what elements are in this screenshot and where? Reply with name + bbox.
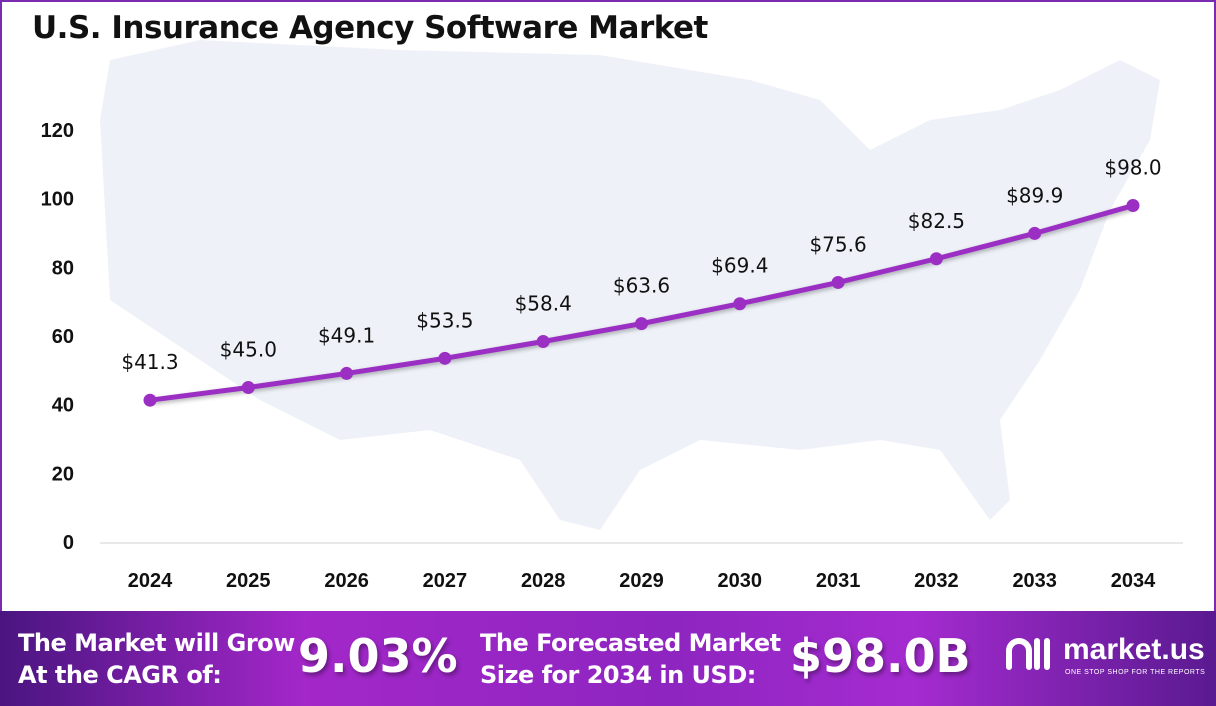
y-tick-label: 20 xyxy=(52,463,74,485)
us-map-background xyxy=(100,40,1160,530)
cagr-label: The Market will Grow At the CAGR of: xyxy=(18,627,295,691)
data-label: $82.5 xyxy=(908,209,965,233)
forecast-label-line2: Size for 2034 in USD: xyxy=(480,661,756,689)
data-point xyxy=(733,297,747,311)
cagr-label-line2: At the CAGR of: xyxy=(18,661,222,689)
y-tick-label: 80 xyxy=(52,257,74,279)
cagr-label-line1: The Market will Grow xyxy=(18,629,295,657)
data-point xyxy=(635,317,648,331)
data-label: $53.5 xyxy=(416,308,473,332)
data-point xyxy=(241,381,255,394)
market-us-logo: market.us ONE STOP SHOP FOR THE REPORTS xyxy=(1005,633,1205,678)
y-tick-label: 120 xyxy=(41,120,74,142)
y-tick-label: 100 xyxy=(41,189,74,211)
line-chart: 0 20 40 60 80 100 120 2024 2025 2026 2027 2028 2029 2… xyxy=(41,40,1183,592)
chart-title: U.S. Insurance Agency Software Market xyxy=(32,10,708,46)
data-point xyxy=(831,275,845,289)
y-tick-label: 40 xyxy=(52,395,74,417)
forecast-value: $98.0B xyxy=(790,629,971,683)
data-label: $75.6 xyxy=(809,232,866,256)
x-tick-label: 2030 xyxy=(718,570,763,592)
logo-tagline: ONE STOP SHOP FOR THE REPORTS xyxy=(1065,669,1206,676)
data-label: $98.0 xyxy=(1104,156,1161,180)
data-point xyxy=(438,351,452,365)
x-tick-label: 2027 xyxy=(423,570,468,592)
x-tick-label: 2034 xyxy=(1111,570,1156,592)
x-tick-label: 2032 xyxy=(914,570,959,592)
data-point xyxy=(143,393,157,407)
data-point xyxy=(536,334,550,348)
x-tick-label: 2028 xyxy=(521,570,566,592)
x-tick-label: 2025 xyxy=(226,570,271,592)
data-point xyxy=(1028,226,1042,240)
data-point xyxy=(340,366,354,380)
data-label: $69.4 xyxy=(711,254,768,278)
data-point xyxy=(1126,199,1140,213)
data-label: $41.3 xyxy=(121,350,178,374)
forecast-label: The Forecasted Market Size for 2034 in U… xyxy=(480,627,781,691)
data-label: $58.4 xyxy=(515,291,572,315)
data-label: $89.9 xyxy=(1006,183,1063,207)
logo-name: market.us xyxy=(1063,633,1205,666)
logo-icon xyxy=(1006,638,1050,670)
data-label: $63.6 xyxy=(613,274,670,298)
x-tick-label: 2031 xyxy=(816,570,861,592)
forecast-label-line1: The Forecasted Market xyxy=(480,629,781,657)
x-tick-label: 2029 xyxy=(619,570,664,592)
x-tick-label: 2033 xyxy=(1012,570,1057,592)
summary-banner: The Market will Grow At the CAGR of: 9.0… xyxy=(0,611,1216,706)
y-tick-label: 0 xyxy=(63,532,74,554)
y-tick-label: 60 xyxy=(52,326,74,348)
x-tick-label: 2024 xyxy=(128,570,173,592)
x-tick-label: 2026 xyxy=(324,570,369,592)
cagr-value: 9.03% xyxy=(298,629,458,683)
data-label: $49.1 xyxy=(318,323,375,347)
data-point xyxy=(929,252,943,266)
data-label: $45.0 xyxy=(220,338,277,362)
